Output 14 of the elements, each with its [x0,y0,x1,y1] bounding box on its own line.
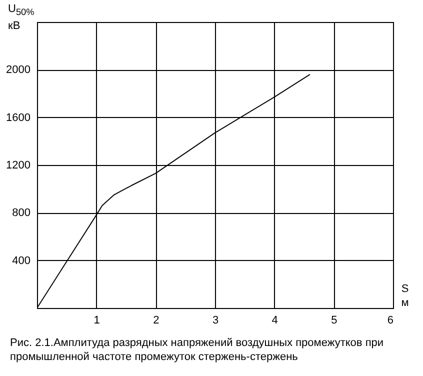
y-axis-title: U$_{50%}$ кВ [8,2,36,34]
text: Рис. 2.1.Амплитуда разрядных напряжений воздушных промежутков при промышленной частоте промежуток стержень-стержень [10,336,385,364]
x-axis-title: S м [400,282,410,310]
x-tick-label: 1 [94,314,100,326]
x-tick-label: 4 [272,314,278,326]
y-tick-label: 400 [12,254,30,267]
y-tick-label: 800 [12,207,30,220]
y-tick-label: 1600 [6,112,30,124]
x-tick-label: 6 [387,314,394,326]
x-tick-label: 2 [153,314,160,326]
y-tick-label: 1200 [6,160,30,172]
x-tick-label: 5 [331,314,338,326]
x-tick-label: 3 [212,314,219,326]
y-tick-label: 2000 [6,64,30,76]
